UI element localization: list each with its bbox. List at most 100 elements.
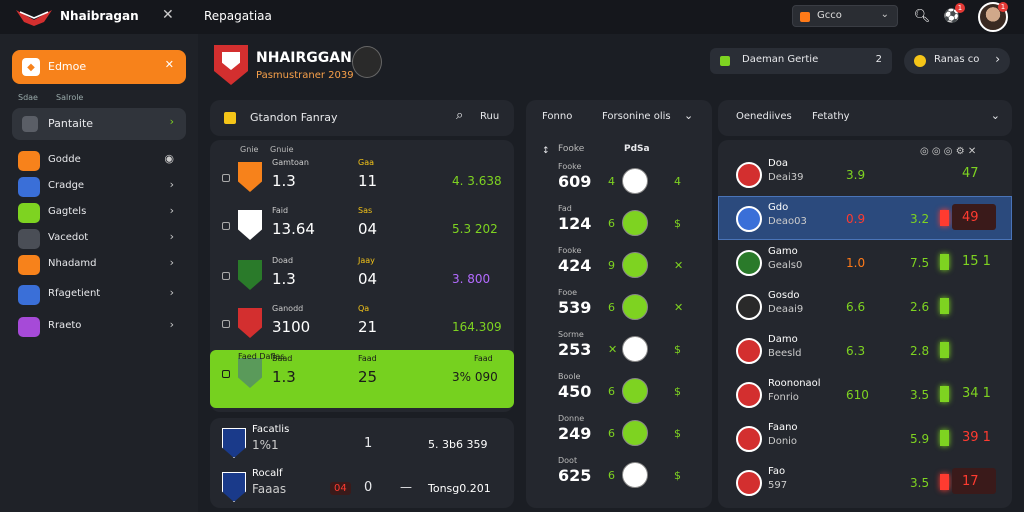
wings-logo-icon	[16, 10, 52, 26]
row-action[interactable]: $	[674, 427, 681, 440]
sidebar-item-active[interactable]: Pantaite ›	[12, 108, 186, 140]
team-tag: Ganodd	[272, 304, 304, 313]
chevron-right-icon[interactable]: ›	[169, 178, 174, 191]
row-value: 124	[558, 214, 592, 233]
ball-icon[interactable]: ⚽ 1	[942, 3, 965, 26]
search-icon[interactable]: ⌕	[456, 108, 464, 123]
mid-label: Qa	[358, 304, 370, 313]
team-sub: Fonrio	[768, 392, 799, 403]
avatar[interactable]: 1	[978, 2, 1008, 32]
row-value: 424	[558, 256, 592, 275]
sidebar-item-label: Cradge	[48, 180, 85, 191]
team-score: 1.3	[272, 368, 296, 386]
team-score: Faaas	[252, 482, 287, 496]
eye-icon[interactable]: ◉	[164, 152, 174, 165]
team-crest-icon	[736, 470, 762, 496]
flag-icon	[800, 12, 810, 22]
row-label: Fooke	[558, 246, 582, 255]
odds-value: 164.309	[452, 320, 502, 334]
row-checkbox[interactable]	[222, 320, 230, 328]
team-badge-icon	[622, 252, 648, 278]
team-badge-icon	[622, 462, 648, 488]
row-checkbox[interactable]	[222, 370, 230, 378]
sidebar-item[interactable]: Godde ◉	[12, 150, 186, 172]
mascot-icon	[352, 46, 382, 78]
search-icon[interactable]: 🔍︎	[913, 8, 931, 24]
team-crest-icon	[736, 250, 762, 276]
sidebar-item[interactable]: Nhadamd ›	[12, 254, 186, 276]
close-icon[interactable]: ✕	[162, 7, 174, 23]
row-checkbox[interactable]	[222, 272, 230, 280]
signal-bar	[940, 342, 949, 358]
stat-b: 2.6	[910, 300, 930, 314]
minus-icon[interactable]: —	[400, 480, 412, 494]
chevron-right-icon[interactable]: ›	[169, 256, 174, 269]
team-badge-icon	[622, 420, 648, 446]
chevron-down-icon[interactable]: ⌄	[990, 109, 1000, 122]
chevron-right-icon[interactable]: ›	[169, 286, 174, 299]
row-checkbox[interactable]	[222, 222, 230, 230]
odds-box[interactable]	[952, 204, 996, 230]
row-value: 249	[558, 424, 592, 443]
team-crest-icon	[736, 162, 762, 188]
chevron-right-icon: ›	[169, 115, 174, 128]
panel3-header: Oenediives Fetathy ⌄	[718, 100, 1012, 136]
close-icon[interactable]: ✕	[164, 58, 174, 71]
row-label: Fooke	[558, 162, 582, 171]
team-name: Faano	[768, 422, 798, 433]
team-tag: Faid	[272, 206, 289, 215]
sidebar-item[interactable]: Vacedot ›	[12, 228, 186, 250]
sidebar-primary-button[interactable]: ◆ Edmoe ✕	[12, 50, 186, 84]
sidebar-item-icon	[18, 255, 40, 275]
row-head-right: Faad	[474, 354, 493, 363]
mid-label: Gaa	[358, 158, 375, 167]
mid-value: 25	[358, 368, 378, 386]
status-pill[interactable]: Ranas co ›	[904, 48, 1010, 74]
sidebar-item-icon	[18, 151, 40, 171]
row-action[interactable]: $	[674, 217, 681, 230]
row-action[interactable]: 4	[674, 175, 681, 188]
signal-bar	[940, 298, 949, 314]
club-subtitle: Pasmustraner 2039	[256, 70, 354, 81]
row-action[interactable]: ✕	[674, 259, 684, 272]
chevron-right-icon[interactable]: ›	[169, 318, 174, 331]
team-tag: Baad	[272, 354, 293, 363]
team-name: Gdo	[768, 202, 789, 213]
sidebar-section-label: Salrole	[56, 93, 84, 102]
team-sub: Geals0	[768, 260, 803, 271]
sidebar-item-label: Gagtels	[48, 206, 87, 217]
sidebar-item-icon	[18, 317, 40, 337]
chevron-down-icon[interactable]: ⌄	[684, 109, 694, 122]
row-action[interactable]: $	[674, 385, 681, 398]
row-action[interactable]: $	[674, 343, 681, 356]
row-checkbox[interactable]	[222, 174, 230, 182]
chevron-right-icon[interactable]: ›	[169, 230, 174, 243]
chevron-right-icon[interactable]: ›	[169, 204, 174, 217]
col-header: Gnuie	[270, 145, 294, 154]
panel2: Fonno Forsonine olis ⌄ ↕ Fooke PdSa	[526, 100, 712, 508]
sidebar-item-icon	[18, 177, 40, 197]
stat-a: 1.0	[846, 256, 866, 270]
sort-icon[interactable]: ↕	[542, 146, 550, 156]
tab-main[interactable]: Repagatiaa	[204, 9, 272, 23]
odds-value: 5.3 202	[452, 222, 498, 236]
team-crest-icon	[736, 294, 762, 320]
row-count: 6	[608, 469, 615, 482]
signal-bar	[940, 474, 949, 490]
odds-value: 3. 800	[452, 272, 491, 286]
sidebar-item[interactable]: Rraeto ›	[12, 316, 186, 338]
odds-box[interactable]	[952, 468, 996, 494]
row-label: Boole	[558, 372, 581, 381]
signal-bar	[940, 254, 949, 270]
row-label: Fooe	[558, 288, 578, 297]
team-score: 1%1	[252, 438, 279, 452]
filter-icons[interactable]: ◎ ◎ ◎ ⚙ ✕	[920, 146, 977, 157]
stat-pill[interactable]: Daeman Gertie 2	[710, 48, 892, 74]
region-select[interactable]: Gcco ⌄	[792, 5, 898, 27]
row-action[interactable]: $	[674, 469, 681, 482]
sidebar-item[interactable]: Cradge ›	[12, 176, 186, 198]
sidebar-item[interactable]: Gagtels ›	[12, 202, 186, 224]
row-action[interactable]: ✕	[674, 301, 684, 314]
team-sub: Beesld	[768, 348, 802, 359]
sidebar-item[interactable]: Rfagetient ›	[12, 284, 186, 306]
